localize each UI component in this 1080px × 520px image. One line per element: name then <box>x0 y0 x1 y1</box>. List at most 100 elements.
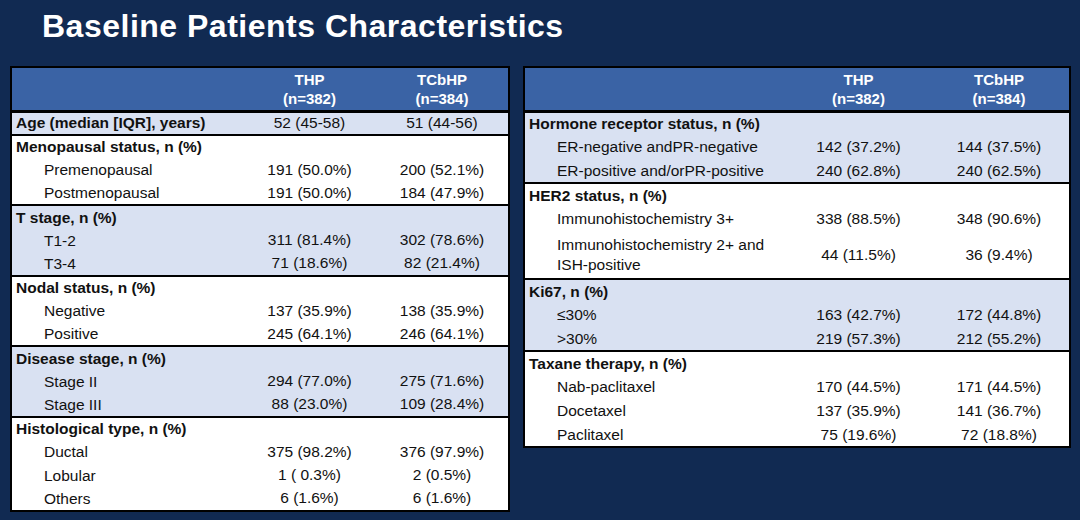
cell-value <box>243 276 376 300</box>
cell-value: 376 (97.9%) <box>376 440 509 464</box>
row-label: ≤30% <box>524 303 788 327</box>
cell-value: 294 (77.0%) <box>243 370 376 394</box>
cell-value: 184 (47.9%) <box>376 182 509 206</box>
row-label: T3-4 <box>11 252 243 276</box>
cell-value: 142 (37.2%) <box>788 135 929 159</box>
empty-header-cell <box>524 67 788 111</box>
cell-value <box>243 346 376 370</box>
cell-value <box>788 183 929 207</box>
cell-value: 171 (44.5%) <box>929 375 1070 399</box>
cell-value: 302 (78.6%) <box>376 229 509 253</box>
cell-value: 52 (45-58) <box>243 111 376 135</box>
table-row: >30%219 (57.3%)212 (55.2%) <box>524 327 1070 351</box>
cell-value: 170 (44.5%) <box>788 375 929 399</box>
cell-value: 51 (44-56) <box>376 111 509 135</box>
table-row: Age (median [IQR], years)52 (45-58)51 (4… <box>11 111 509 135</box>
cell-value: 71 (18.6%) <box>243 252 376 276</box>
cell-value <box>376 346 509 370</box>
table-row: Negative137 (35.9%)138 (35.9%) <box>11 299 509 323</box>
baseline-table-right: THP(n=382)TCbHP(n=384)Hormone receptor s… <box>523 66 1071 448</box>
column-header: THP(n=382) <box>243 67 376 111</box>
row-label: Taxane therapy, n (%) <box>524 351 788 375</box>
row-label: Lobular <box>11 464 243 488</box>
row-label: Paclitaxel <box>524 423 788 447</box>
cell-value: 75 (19.6%) <box>788 423 929 447</box>
table-row: ≤30%163 (42.7%)172 (44.8%) <box>524 303 1070 327</box>
cell-value: 246 (64.1%) <box>376 323 509 347</box>
table-row: HER2 status, n (%) <box>524 183 1070 207</box>
row-label: >30% <box>524 327 788 351</box>
cell-value: 72 (18.8%) <box>929 423 1070 447</box>
cell-value: 219 (57.3%) <box>788 327 929 351</box>
cell-value <box>376 205 509 229</box>
row-label: Negative <box>11 299 243 323</box>
baseline-table-right-container: THP(n=382)TCbHP(n=384)Hormone receptor s… <box>523 66 1069 448</box>
table-row: Ki67, n (%) <box>524 279 1070 303</box>
table-row: Taxane therapy, n (%) <box>524 351 1070 375</box>
empty-header-cell <box>11 67 243 111</box>
cell-value: 212 (55.2%) <box>929 327 1070 351</box>
row-label: Positive <box>11 323 243 347</box>
cell-value <box>788 279 929 303</box>
table-row: Others6 (1.6%)6 (1.6%) <box>11 487 509 511</box>
baseline-table-left-container: THP(n=382)TCbHP(n=384)Age (median [IQR],… <box>10 66 508 512</box>
table-row: Paclitaxel75 (19.6%)72 (18.8%) <box>524 423 1070 447</box>
cell-value: 240 (62.5%) <box>929 159 1070 183</box>
row-label: Immunohistochemistry 2+ and ISH-positive <box>524 231 788 279</box>
column-header: TCbHP(n=384) <box>376 67 509 111</box>
cell-value <box>376 135 509 159</box>
row-label: Docetaxel <box>524 399 788 423</box>
row-label: Others <box>11 487 243 511</box>
table-row: Nab-paclitaxel170 (44.5%)171 (44.5%) <box>524 375 1070 399</box>
cell-value <box>243 205 376 229</box>
row-label: Ductal <box>11 440 243 464</box>
table-row: Stage II294 (77.0%)275 (71.6%) <box>11 370 509 394</box>
cell-value: 137 (35.9%) <box>788 399 929 423</box>
cell-value <box>929 279 1070 303</box>
cell-value: 36 (9.4%) <box>929 231 1070 279</box>
cell-value: 240 (62.8%) <box>788 159 929 183</box>
cell-value: 88 (23.0%) <box>243 393 376 417</box>
row-label: Ki67, n (%) <box>524 279 788 303</box>
row-label: Nodal status, n (%) <box>11 276 243 300</box>
cell-value: 375 (98.2%) <box>243 440 376 464</box>
table-row: Nodal status, n (%) <box>11 276 509 300</box>
table-row: Positive245 (64.1%)246 (64.1%) <box>11 323 509 347</box>
cell-value: 6 (1.6%) <box>243 487 376 511</box>
cell-value: 141 (36.7%) <box>929 399 1070 423</box>
table-row: Hormone receptor status, n (%) <box>524 111 1070 135</box>
row-label: HER2 status, n (%) <box>524 183 788 207</box>
cell-value: 137 (35.9%) <box>243 299 376 323</box>
table-row: Ductal375 (98.2%)376 (97.9%) <box>11 440 509 464</box>
cell-value: 245 (64.1%) <box>243 323 376 347</box>
table-row: Disease stage, n (%) <box>11 346 509 370</box>
table-row: Histological type, n (%) <box>11 417 509 441</box>
cell-value <box>243 417 376 441</box>
row-label: Disease stage, n (%) <box>11 346 243 370</box>
cell-value <box>929 183 1070 207</box>
slide-background: { "title": "Baseline Patients Characteri… <box>0 0 1080 520</box>
row-label: Immunohistochemistry 3+ <box>524 207 788 231</box>
table-row: Premenopausal191 (50.0%)200 (52.1%) <box>11 158 509 182</box>
cell-value: 338 (88.5%) <box>788 207 929 231</box>
cell-value: 1 ( 0.3%) <box>243 464 376 488</box>
table-row: T stage, n (%) <box>11 205 509 229</box>
table-row: Docetaxel137 (35.9%)141 (36.7%) <box>524 399 1070 423</box>
table-row: T3-471 (18.6%)82 (21.4%) <box>11 252 509 276</box>
cell-value: 163 (42.7%) <box>788 303 929 327</box>
row-label: Stage II <box>11 370 243 394</box>
row-label: ER-negative andPR-negative <box>524 135 788 159</box>
row-label: T1-2 <box>11 229 243 253</box>
cell-value: 44 (11.5%) <box>788 231 929 279</box>
cell-value <box>788 111 929 135</box>
row-label: T stage, n (%) <box>11 205 243 229</box>
cell-value <box>788 351 929 375</box>
cell-value: 2 (0.5%) <box>376 464 509 488</box>
row-label: Hormone receptor status, n (%) <box>524 111 788 135</box>
table-row: Stage III88 (23.0%)109 (28.4%) <box>11 393 509 417</box>
cell-value <box>376 417 509 441</box>
table-row: Lobular1 ( 0.3%)2 (0.5%) <box>11 464 509 488</box>
table-row: ER-positive and/orPR-positive240 (62.8%)… <box>524 159 1070 183</box>
row-label: Postmenopausal <box>11 182 243 206</box>
cell-value: 82 (21.4%) <box>376 252 509 276</box>
